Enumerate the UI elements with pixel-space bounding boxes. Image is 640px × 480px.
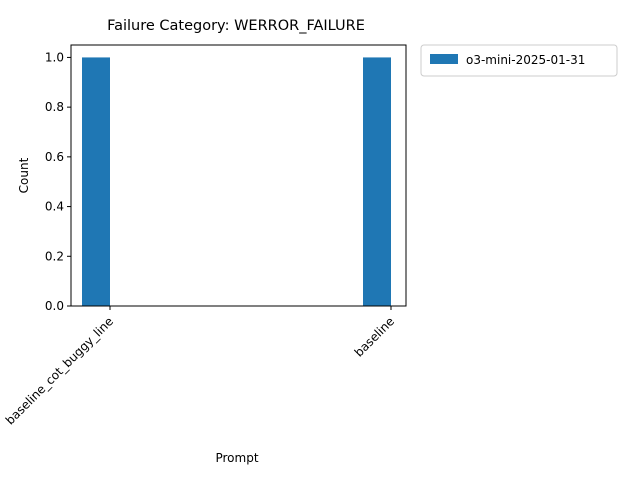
y-tick-label: 1.0: [45, 50, 64, 64]
legend-label: o3-mini-2025-01-31: [466, 53, 585, 67]
y-tick-label: 0.6: [45, 150, 64, 164]
y-tick-label: 0.0: [45, 299, 64, 313]
y-tick-label: 0.8: [45, 100, 64, 114]
legend-box: [420, 44, 618, 77]
y-tick-label: 0.4: [45, 200, 64, 214]
bar-baseline: [363, 57, 391, 306]
legend-swatch: [430, 54, 458, 64]
y-axis: 0.0 0.2 0.4 0.6 0.8 1.0: [45, 50, 71, 313]
chart-title: Failure Category: WERROR_FAILURE: [107, 18, 365, 34]
bars-group: [82, 57, 391, 306]
x-axis-label: Prompt: [215, 451, 258, 465]
y-tick-label: 0.2: [45, 249, 64, 263]
legend: o3-mini-2025-01-31: [420, 44, 618, 77]
axes-frame: [70, 44, 407, 307]
y-axis-label: Count: [17, 157, 31, 193]
bar-baseline_cot_buggy_line: [82, 57, 110, 306]
